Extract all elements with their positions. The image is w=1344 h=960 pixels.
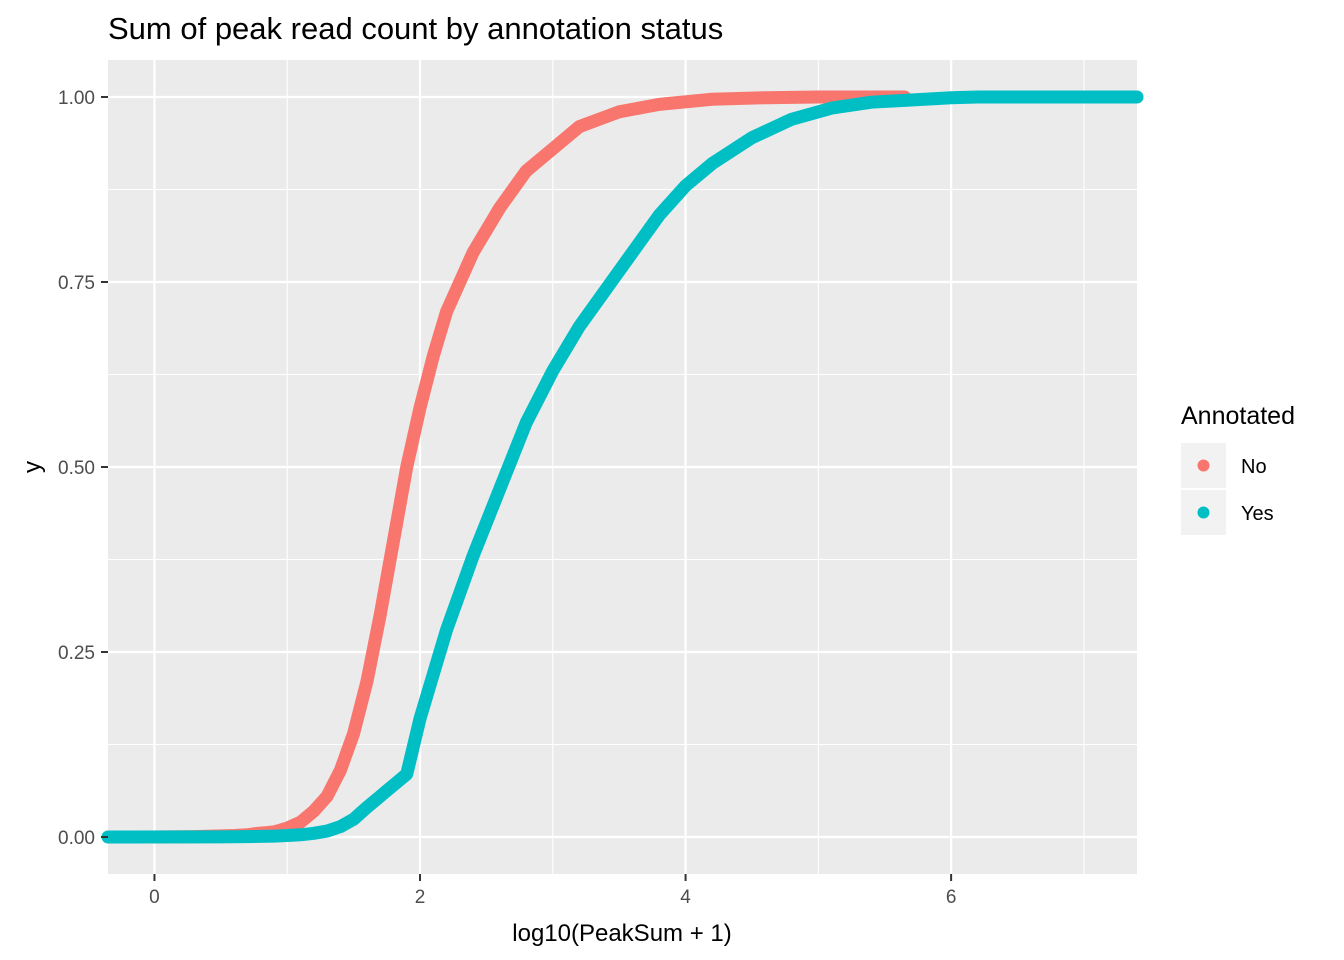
data-point <box>321 825 333 837</box>
data-point <box>573 121 585 133</box>
y-axis-title: y <box>19 461 46 473</box>
data-point <box>361 676 373 688</box>
data-point <box>427 668 439 680</box>
chart-title: Sum of peak read count by annotation sta… <box>108 11 723 46</box>
data-point <box>573 320 585 332</box>
data-point <box>494 202 506 214</box>
data-point <box>441 306 453 318</box>
data-point <box>467 550 479 562</box>
legend: Annotated No Yes <box>1181 402 1295 535</box>
data-point <box>348 727 360 739</box>
y-tick-label: 0.25 <box>58 643 95 664</box>
data-point <box>281 830 293 842</box>
data-point <box>414 713 426 725</box>
x-axis-title: log10(PeakSum + 1) <box>512 920 731 947</box>
data-point <box>268 830 280 842</box>
data-point <box>334 764 346 776</box>
data-point <box>1131 91 1143 103</box>
data-point <box>706 158 718 170</box>
x-tick-label: 4 <box>680 887 691 908</box>
y-axis: 0.00 0.25 0.50 0.75 1.00 <box>58 88 108 849</box>
data-point <box>1027 91 1039 103</box>
y-tick-label: 1.00 <box>58 88 95 109</box>
data-point <box>945 92 957 104</box>
data-point <box>746 132 758 144</box>
data-point <box>972 91 984 103</box>
data-point <box>252 830 264 842</box>
x-tick-label: 2 <box>415 887 426 908</box>
data-point <box>826 102 838 114</box>
data-series <box>101 90 1144 844</box>
data-point <box>812 91 824 103</box>
data-point <box>919 93 931 105</box>
data-point <box>613 106 625 118</box>
data-point <box>1018 91 1030 103</box>
y-tick-label: 0.75 <box>58 273 95 294</box>
data-point <box>295 829 307 841</box>
data-point <box>361 801 373 813</box>
data-point <box>387 779 399 791</box>
data-point <box>680 180 692 192</box>
data-point <box>295 816 307 828</box>
data-point <box>441 624 453 636</box>
data-point <box>308 805 320 817</box>
data-point <box>786 113 798 125</box>
data-point <box>414 402 426 414</box>
data-point <box>387 535 399 547</box>
x-axis: 0 2 4 6 <box>149 874 956 908</box>
legend-label: Yes <box>1241 503 1274 525</box>
data-point <box>1085 91 1097 103</box>
data-point <box>547 365 559 377</box>
data-point <box>427 350 439 362</box>
data-point <box>992 91 1004 103</box>
legend-symbol <box>1197 506 1210 519</box>
data-point <box>348 813 360 825</box>
data-point <box>865 96 877 108</box>
data-point <box>212 831 224 843</box>
data-point <box>520 417 532 429</box>
legend-item-no: No <box>1181 443 1267 488</box>
data-point <box>334 821 346 833</box>
legend-item-yes: Yes <box>1181 490 1274 535</box>
data-point <box>374 790 386 802</box>
data-point <box>494 483 506 495</box>
data-point <box>1005 91 1017 103</box>
y-tick-label: 0.50 <box>58 458 95 479</box>
data-point <box>228 831 240 843</box>
data-point <box>653 209 665 221</box>
data-point <box>759 92 771 104</box>
data-point <box>321 790 333 802</box>
series-yes <box>101 90 1144 844</box>
data-point <box>600 283 612 295</box>
data-point <box>520 165 532 177</box>
legend-label: No <box>1241 456 1267 478</box>
y-tick-label: 0.00 <box>58 828 95 849</box>
x-tick-label: 0 <box>149 887 160 908</box>
data-point <box>401 461 413 473</box>
data-point <box>626 246 638 258</box>
data-point <box>547 143 559 155</box>
x-tick-label: 6 <box>946 887 957 908</box>
data-point <box>653 98 665 110</box>
legend-symbol <box>1197 459 1210 472</box>
data-point <box>706 93 718 105</box>
legend-title: Annotated <box>1181 402 1295 430</box>
data-point <box>374 609 386 621</box>
data-point <box>467 246 479 258</box>
data-point <box>1038 91 1050 103</box>
data-point <box>308 827 320 839</box>
data-point <box>401 768 413 780</box>
